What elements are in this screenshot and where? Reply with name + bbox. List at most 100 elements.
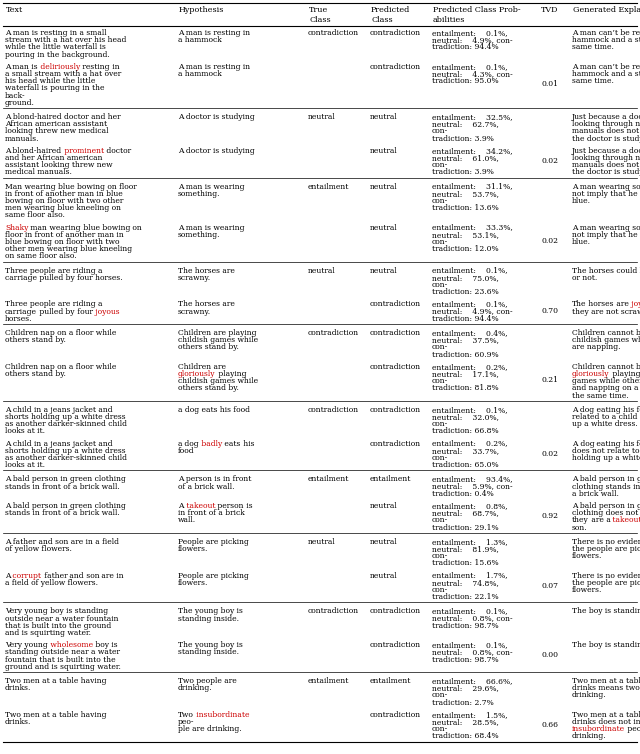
Text: prominent: prominent	[61, 147, 104, 155]
Text: standing inside.: standing inside.	[178, 615, 239, 623]
Text: flowers.: flowers.	[178, 545, 209, 553]
Text: standing outside near a water: standing outside near a water	[5, 648, 120, 657]
Text: con-: con-	[432, 281, 448, 289]
Text: tradiction: 2.7%: tradiction: 2.7%	[432, 699, 493, 706]
Text: A man is wearing: A man is wearing	[178, 182, 244, 191]
Text: dog: dog	[577, 440, 594, 448]
Text: a small stream with a hat over: a small stream with a hat over	[5, 70, 121, 78]
Text: takeout: takeout	[611, 516, 640, 524]
Text: tradiction: 68.4%: tradiction: 68.4%	[432, 732, 499, 740]
Text: a field of yellow flowers.: a field of yellow flowers.	[5, 579, 98, 587]
Text: person: person	[215, 502, 243, 510]
Text: the same time.: the same time.	[572, 391, 628, 400]
Text: A father and son are in a field: A father and son are in a field	[5, 538, 119, 546]
Text: resting: resting	[80, 63, 109, 71]
Text: tradiction: 95.0%: tradiction: 95.0%	[432, 77, 499, 85]
Text: flowers.: flowers.	[572, 552, 602, 560]
Text: bowing on floor with two other: bowing on floor with two other	[5, 197, 124, 205]
Text: looking through new medical: looking through new medical	[572, 154, 640, 162]
Text: 0.07: 0.07	[541, 581, 558, 590]
Text: The young boy is: The young boy is	[178, 608, 243, 615]
Text: looks at it.: looks at it.	[5, 461, 45, 469]
Text: clothing does not imply that: clothing does not imply that	[572, 509, 640, 517]
Text: man: man	[28, 224, 47, 231]
Text: manuals does not mean that: manuals does not mean that	[572, 127, 640, 136]
Text: entailment:  0.2%,: entailment: 0.2%,	[432, 440, 508, 448]
Text: dog: dog	[182, 440, 199, 448]
Text: shorts holding up a white dress: shorts holding up a white dress	[5, 413, 125, 421]
Text: entailment:  0.1%,: entailment: 0.1%,	[432, 641, 508, 649]
Text: son: son	[84, 572, 99, 580]
Text: four: four	[75, 308, 93, 316]
Text: tradiction: 98.7%: tradiction: 98.7%	[432, 622, 499, 630]
Text: his: his	[621, 440, 634, 448]
Text: The: The	[572, 300, 586, 308]
Text: others stand by.: others stand by.	[5, 370, 66, 378]
Text: contradiction: contradiction	[370, 300, 421, 308]
Text: the doctor is studying.: the doctor is studying.	[572, 135, 640, 143]
Text: doctor: doctor	[104, 147, 131, 155]
Text: A: A	[5, 63, 10, 71]
Text: A blond-haired doctor and her: A blond-haired doctor and her	[5, 113, 120, 121]
Text: African american assistant: African american assistant	[5, 120, 107, 128]
Text: flowers.: flowers.	[572, 586, 602, 594]
Text: deliriously: deliriously	[38, 63, 80, 71]
Text: horses: horses	[586, 300, 614, 308]
Text: con-: con-	[432, 691, 448, 700]
Text: a hammock: a hammock	[178, 36, 221, 44]
Text: The boy is standing outside.: The boy is standing outside.	[572, 608, 640, 615]
Text: not imply that he is wearing: not imply that he is wearing	[572, 190, 640, 198]
Text: his head while the little: his head while the little	[5, 77, 95, 85]
Text: entailment:  0.1%,: entailment: 0.1%,	[432, 406, 508, 414]
Text: tradiction: 3.9%: tradiction: 3.9%	[432, 135, 494, 143]
Text: the doctor is studying.: the doctor is studying.	[572, 168, 640, 176]
Text: not imply that he is wearing: not imply that he is wearing	[572, 231, 640, 239]
Text: ple are drinking.: ple are drinking.	[178, 725, 242, 733]
Text: playing: playing	[609, 370, 640, 378]
Text: drinking.: drinking.	[572, 691, 607, 700]
Text: medical manuals.: medical manuals.	[5, 168, 72, 176]
Text: takeout: takeout	[184, 502, 215, 510]
Text: tradiction: 22.1%: tradiction: 22.1%	[432, 593, 499, 601]
Text: entailment:  0.1%,: entailment: 0.1%,	[432, 608, 508, 615]
Text: same time.: same time.	[572, 44, 614, 51]
Text: entailment:  93.4%,: entailment: 93.4%,	[432, 476, 513, 483]
Text: back-: back-	[5, 91, 26, 100]
Text: neutral: neutral	[370, 147, 397, 155]
Text: contradiction: contradiction	[308, 608, 359, 615]
Text: neutral: neutral	[370, 267, 397, 274]
Text: People are picking: People are picking	[178, 572, 249, 580]
Text: others stand by.: others stand by.	[178, 343, 239, 351]
Text: entailment:  34.2%,: entailment: 34.2%,	[432, 147, 513, 155]
Text: hammock and a stream at the: hammock and a stream at the	[572, 70, 640, 78]
Text: Two men at a table having: Two men at a table having	[572, 711, 640, 719]
Text: drinks.: drinks.	[5, 684, 31, 692]
Text: A man wearing something does: A man wearing something does	[572, 182, 640, 191]
Text: and is squirting water.: and is squirting water.	[5, 629, 91, 637]
Text: food: food	[634, 440, 640, 448]
Text: A: A	[5, 147, 10, 155]
Text: A person is in front: A person is in front	[178, 476, 252, 483]
Text: entailment:  0.1%,: entailment: 0.1%,	[432, 29, 508, 37]
Text: A man is resting in: A man is resting in	[178, 29, 250, 37]
Text: A bald person in green: A bald person in green	[572, 476, 640, 483]
Text: A man wearing something does: A man wearing something does	[572, 224, 640, 231]
Text: neutral:  81.9%,: neutral: 81.9%,	[432, 545, 499, 553]
Text: neutral:  17.1%,: neutral: 17.1%,	[432, 370, 499, 378]
Text: drinks.: drinks.	[5, 718, 31, 726]
Text: something.: something.	[178, 231, 221, 239]
Text: entailment: entailment	[370, 476, 412, 483]
Text: joyous: joyous	[629, 300, 640, 308]
Text: while the little waterfall is: while the little waterfall is	[5, 44, 106, 51]
Text: man: man	[10, 63, 29, 71]
Text: or not.: or not.	[572, 274, 597, 282]
Text: neutral:  61.0%,: neutral: 61.0%,	[432, 154, 499, 162]
Text: A: A	[5, 572, 10, 580]
Text: playing: playing	[216, 370, 246, 378]
Text: blond-haired: blond-haired	[10, 147, 61, 155]
Text: neutral:  28.5%,: neutral: 28.5%,	[432, 718, 499, 726]
Text: Children nap on a floor while: Children nap on a floor while	[5, 329, 116, 337]
Text: Two men at a table having: Two men at a table having	[5, 711, 106, 719]
Text: con-: con-	[432, 127, 448, 136]
Text: is: is	[29, 63, 38, 71]
